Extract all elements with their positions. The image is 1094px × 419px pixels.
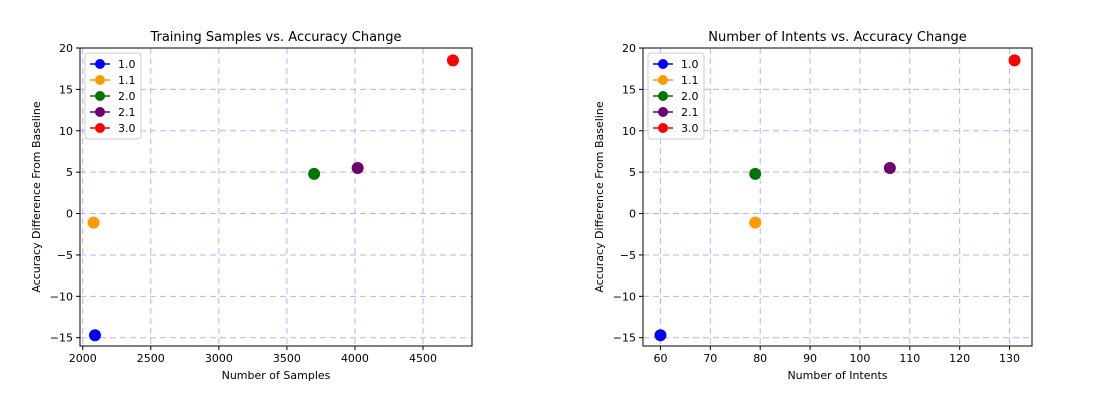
y-tick-label: −15 [50,332,73,345]
legend-label: 1.0 [118,58,136,71]
data-point-3-0 [1008,54,1021,67]
y-tick-label: 5 [629,166,636,179]
legend-marker [95,91,105,101]
legend-marker [95,59,105,69]
legend-label: 3.0 [118,122,136,135]
y-tick-label: 0 [66,208,73,221]
legend-label: 3.0 [681,122,699,135]
plot-frame [642,47,1033,347]
x-tick-label: 4000 [341,352,369,365]
legend-marker [95,123,105,133]
data-point-2-1 [351,162,364,175]
data-point-2-0 [308,167,321,180]
chart-title: Number of Intents vs. Accuracy Change [708,30,966,45]
legend-marker [658,75,668,85]
legend-label: 1.0 [681,58,699,71]
legend-box [647,52,705,140]
legend-label: 2.0 [118,90,136,103]
y-tick-label: 10 [59,125,73,138]
y-tick-label: 15 [59,83,73,96]
plot-frame [79,47,473,347]
legend: 1.0 1.1 2.0 2.1 3.0 [647,52,705,140]
legend-marker [95,107,105,117]
y-tick-label: −10 [613,290,636,303]
x-tick-label: 80 [753,352,767,365]
x-tick-label: 90 [803,352,817,365]
x-tick-label: 2500 [137,352,165,365]
data-point-1-0 [654,329,667,342]
data-point-1-1 [749,216,762,229]
legend-box [84,52,142,140]
x-tick-label: 60 [653,352,667,365]
chart-1: 2000 2500 3000 3500 4000 4500 −15 −10 −5 0 5 10 15 20… [30,30,473,382]
x-tick-label: 70 [703,352,717,365]
legend-marker [95,75,105,85]
data-point-1-0 [88,329,101,342]
legend-marker [658,123,668,133]
x-axis-label: Number of Intents [787,369,887,382]
data-point-3-0 [446,54,459,67]
y-tick-label: −15 [613,332,636,345]
legend-label: 1.1 [118,74,136,87]
x-tick-label: 3500 [273,352,301,365]
y-tick-label: −5 [57,249,73,262]
y-tick-label: 0 [629,208,636,221]
legend-label: 2.1 [118,106,136,119]
x-axis-label: Number of Samples [222,369,331,382]
x-tick-label: 4500 [409,352,437,365]
x-tick-label: 100 [849,352,870,365]
data-point-2-1 [883,162,896,175]
legend-label: 1.1 [681,74,699,87]
y-tick-label: 10 [622,125,636,138]
x-tick-label: 110 [899,352,920,365]
y-axis-label: Accuracy Difference From Baseline [30,101,43,293]
legend-marker [658,107,668,117]
x-tick-label: 130 [999,352,1020,365]
y-tick-label: 15 [622,83,636,96]
data-point-2-0 [749,167,762,180]
y-tick-label: 5 [66,166,73,179]
chart-title: Training Samples vs. Accuracy Change [149,30,401,45]
x-tick-label: 2000 [69,352,97,365]
y-tick-label: −10 [50,290,73,303]
legend-label: 2.1 [681,106,699,119]
legend: 1.0 1.1 2.0 2.1 3.0 [84,52,142,140]
y-tick-label: −5 [620,249,636,262]
y-tick-label: 20 [59,42,73,55]
legend-label: 2.0 [681,90,699,103]
data-point-1-1 [87,216,100,229]
y-tick-label: 20 [622,42,636,55]
x-tick-label: 120 [949,352,970,365]
y-axis-label: Accuracy Difference From Baseline [593,101,606,293]
chart-2: 60 70 80 90 100 110 120 130 −15 −10 −5 0 5 10 15 20 Numb… [593,30,1033,382]
legend-marker [658,59,668,69]
x-tick-label: 3000 [205,352,233,365]
legend-marker [658,91,668,101]
